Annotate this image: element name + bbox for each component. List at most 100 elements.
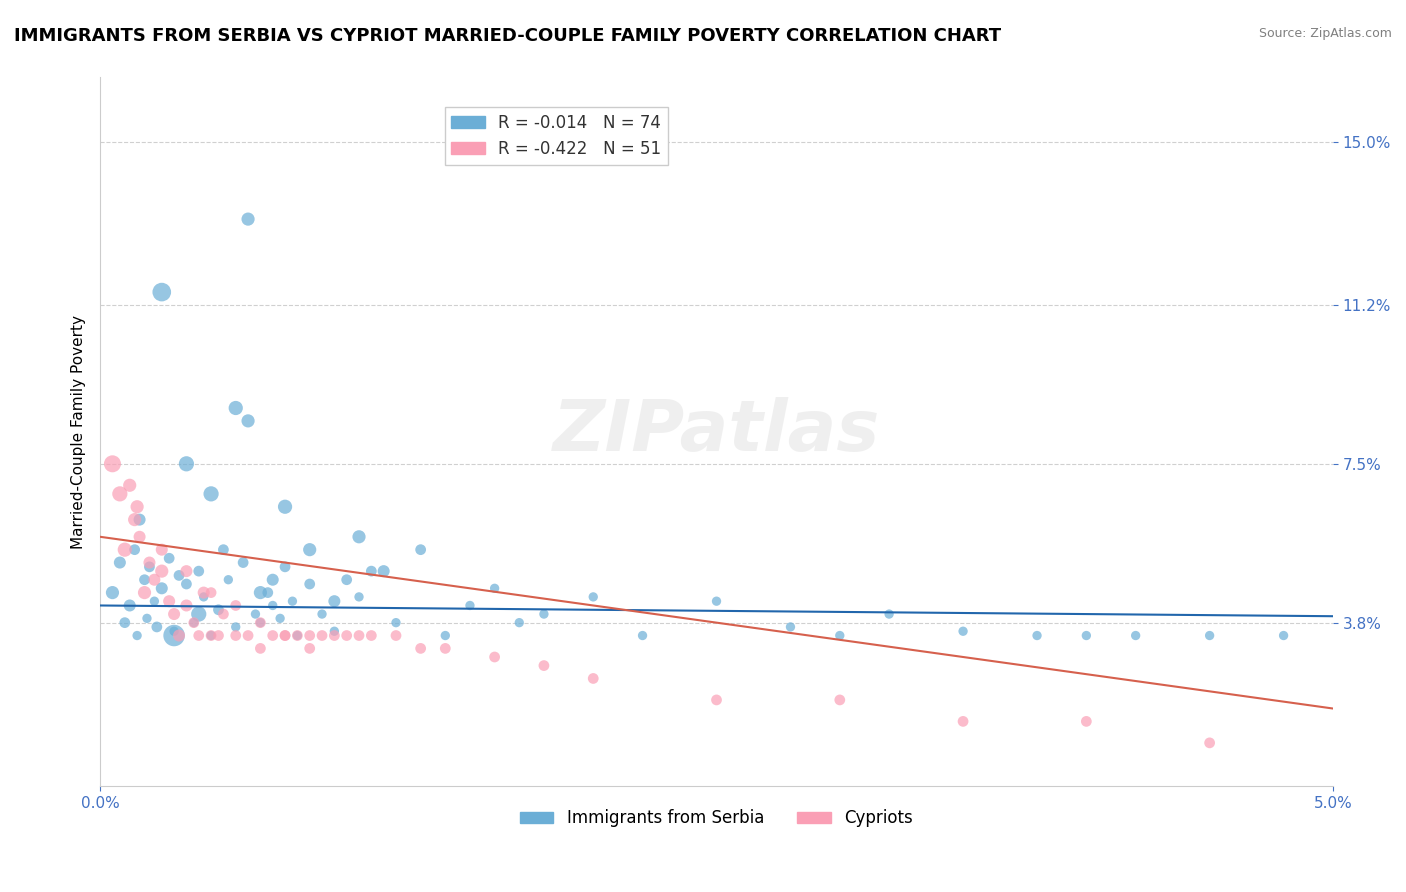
Point xyxy=(167,628,190,642)
Point xyxy=(146,620,169,634)
Point xyxy=(118,599,141,613)
Point xyxy=(1076,628,1098,642)
Point xyxy=(143,573,166,587)
Y-axis label: Married-Couple Family Poverty: Married-Couple Family Poverty xyxy=(72,315,86,549)
Point xyxy=(298,641,321,656)
Point xyxy=(200,585,222,599)
Point xyxy=(163,624,186,639)
Point xyxy=(533,658,555,673)
Point xyxy=(347,628,370,642)
Point xyxy=(118,478,141,492)
Point xyxy=(484,650,506,665)
Point xyxy=(236,628,259,642)
Point xyxy=(1125,628,1147,642)
Point xyxy=(287,628,309,642)
Point xyxy=(101,585,124,599)
Point xyxy=(183,615,205,630)
Point xyxy=(176,457,198,471)
Point xyxy=(176,577,198,591)
Point xyxy=(434,641,457,656)
Point xyxy=(249,641,271,656)
Point xyxy=(1198,628,1220,642)
Point xyxy=(706,693,728,707)
Point xyxy=(706,594,728,608)
Point xyxy=(236,414,259,428)
Point xyxy=(167,568,190,582)
Point xyxy=(150,285,173,299)
Point xyxy=(150,542,173,557)
Point xyxy=(409,641,432,656)
Point xyxy=(1076,714,1098,729)
Point xyxy=(779,620,801,634)
Point xyxy=(287,628,309,642)
Point xyxy=(828,628,851,642)
Point xyxy=(360,564,382,578)
Point xyxy=(336,573,359,587)
Point xyxy=(274,559,297,574)
Point xyxy=(134,573,156,587)
Point xyxy=(311,607,333,621)
Point xyxy=(274,628,297,642)
Point xyxy=(225,628,247,642)
Point xyxy=(298,577,321,591)
Point xyxy=(212,607,235,621)
Point xyxy=(217,573,239,587)
Point xyxy=(1198,736,1220,750)
Point xyxy=(952,714,974,729)
Point xyxy=(187,607,209,621)
Point xyxy=(114,542,136,557)
Point xyxy=(262,599,284,613)
Point xyxy=(163,607,186,621)
Point xyxy=(207,628,229,642)
Text: ZIPatlas: ZIPatlas xyxy=(553,397,880,467)
Point xyxy=(143,594,166,608)
Point xyxy=(828,693,851,707)
Point xyxy=(200,628,222,642)
Point xyxy=(193,585,215,599)
Point xyxy=(311,628,333,642)
Point xyxy=(193,590,215,604)
Point xyxy=(274,628,297,642)
Point xyxy=(298,628,321,642)
Point xyxy=(458,599,481,613)
Point xyxy=(336,628,359,642)
Point xyxy=(108,487,131,501)
Point xyxy=(434,628,457,642)
Point xyxy=(1026,628,1049,642)
Point xyxy=(373,564,395,578)
Point xyxy=(150,582,173,596)
Point xyxy=(232,556,254,570)
Point xyxy=(157,594,180,608)
Point xyxy=(508,615,530,630)
Point xyxy=(187,564,209,578)
Point xyxy=(582,672,605,686)
Point xyxy=(138,559,160,574)
Point xyxy=(256,585,278,599)
Point xyxy=(128,530,150,544)
Point xyxy=(236,212,259,227)
Point xyxy=(385,615,408,630)
Point xyxy=(347,530,370,544)
Point xyxy=(128,513,150,527)
Point xyxy=(138,556,160,570)
Point xyxy=(1272,628,1295,642)
Point xyxy=(124,542,146,557)
Point xyxy=(269,611,291,625)
Point xyxy=(533,607,555,621)
Point xyxy=(281,594,304,608)
Text: Source: ZipAtlas.com: Source: ZipAtlas.com xyxy=(1258,27,1392,40)
Point xyxy=(108,556,131,570)
Point xyxy=(877,607,900,621)
Point xyxy=(360,628,382,642)
Point xyxy=(274,500,297,514)
Point xyxy=(262,573,284,587)
Point xyxy=(176,564,198,578)
Point xyxy=(150,564,173,578)
Text: IMMIGRANTS FROM SERBIA VS CYPRIOT MARRIED-COUPLE FAMILY POVERTY CORRELATION CHAR: IMMIGRANTS FROM SERBIA VS CYPRIOT MARRIE… xyxy=(14,27,1001,45)
Point xyxy=(157,551,180,566)
Point xyxy=(176,599,198,613)
Point xyxy=(582,590,605,604)
Point xyxy=(212,542,235,557)
Point xyxy=(127,500,149,514)
Point xyxy=(409,542,432,557)
